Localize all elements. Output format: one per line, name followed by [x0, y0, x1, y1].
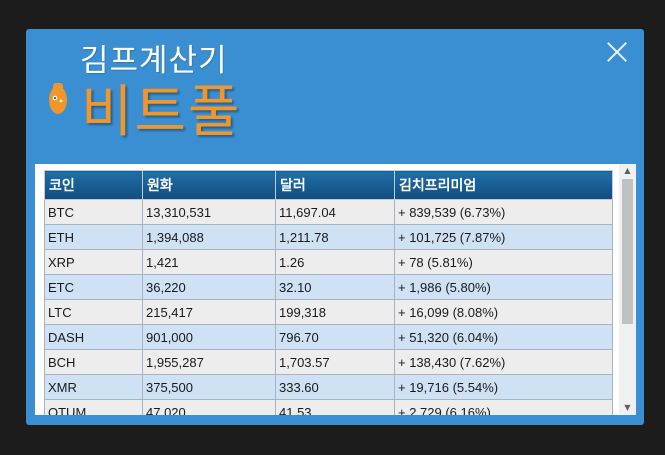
- table-row: LTC 215,417 199,318 + 16,099 (8.08%): [44, 299, 613, 325]
- table-row: BTC 13,310,531 11,697.04 + 839,539 (6.73…: [44, 199, 613, 225]
- cell-usd: 41.53: [275, 399, 395, 415]
- kimchi-premium-table: 코인 원화 달러 김치프리미엄 BTC 13,310,531 11,697.04…: [44, 170, 613, 415]
- cell-krw: 47,020: [142, 399, 276, 415]
- cell-premium: + 78 (5.81%): [394, 249, 613, 275]
- cell-premium: + 839,539 (6.73%): [394, 199, 613, 225]
- vertical-scrollbar[interactable]: ▲ ▼: [619, 164, 636, 415]
- column-header-premium[interactable]: 김치프리미엄: [394, 170, 613, 200]
- table-row: BCH 1,955,287 1,703.57 + 138,430 (7.62%): [44, 349, 613, 375]
- cell-coin: QTUM: [44, 399, 143, 415]
- cell-premium: + 101,725 (7.87%): [394, 224, 613, 250]
- cell-coin: ETC: [44, 274, 143, 300]
- cell-usd: 11,697.04: [275, 199, 395, 225]
- cell-premium: + 19,716 (5.54%): [394, 374, 613, 400]
- table-row: XMR 375,500 333.60 + 19,716 (5.54%): [44, 374, 613, 400]
- cell-coin: DASH: [44, 324, 143, 350]
- cell-krw: 1,394,088: [142, 224, 276, 250]
- table-row: DASH 901,000 796.70 + 51,320 (6.04%): [44, 324, 613, 350]
- table-row: QTUM 47,020 41.53 + 2,729 (6.16%): [44, 399, 613, 415]
- close-icon[interactable]: [606, 41, 628, 63]
- cell-usd: 1,703.57: [275, 349, 395, 375]
- cell-coin: ETH: [44, 224, 143, 250]
- table-container: 코인 원화 달러 김치프리미엄 BTC 13,310,531 11,697.04…: [35, 164, 636, 415]
- cell-coin: BTC: [44, 199, 143, 225]
- cell-usd: 199,318: [275, 299, 395, 325]
- column-header-coin[interactable]: 코인: [44, 170, 143, 200]
- cell-coin: LTC: [44, 299, 143, 325]
- scroll-up-arrow-icon[interactable]: ▲: [624, 166, 631, 175]
- table-header-row: 코인 원화 달러 김치프리미엄: [44, 170, 613, 200]
- cell-premium: + 2,729 (6.16%): [394, 399, 613, 415]
- table-row: ETC 36,220 32.10 + 1,986 (5.80%): [44, 274, 613, 300]
- table-row: XRP 1,421 1.26 + 78 (5.81%): [44, 249, 613, 275]
- cell-usd: 32.10: [275, 274, 395, 300]
- column-header-usd[interactable]: 달러: [275, 170, 395, 200]
- cell-premium: + 138,430 (7.62%): [394, 349, 613, 375]
- cell-usd: 1,211.78: [275, 224, 395, 250]
- logo-subtitle: 김프계산기: [80, 43, 228, 79]
- bitpool-mascot-icon: [49, 83, 67, 114]
- scrollbar-thumb[interactable]: [622, 179, 633, 324]
- scroll-down-arrow-icon[interactable]: ▼: [624, 403, 631, 412]
- cell-usd: 333.60: [275, 374, 395, 400]
- logo-title: 비트풀: [81, 80, 242, 145]
- cell-premium: + 16,099 (8.08%): [394, 299, 613, 325]
- cell-coin: XRP: [44, 249, 143, 275]
- cell-krw: 901,000: [142, 324, 276, 350]
- cell-coin: XMR: [44, 374, 143, 400]
- cell-usd: 796.70: [275, 324, 395, 350]
- popup-window: 김프계산기 비트풀 코인 원화 달러 김치프리미엄 BTC: [26, 29, 644, 425]
- cell-krw: 1,421: [142, 249, 276, 275]
- cell-premium: + 51,320 (6.04%): [394, 324, 613, 350]
- cell-usd: 1.26: [275, 249, 395, 275]
- cell-krw: 36,220: [142, 274, 276, 300]
- cell-premium: + 1,986 (5.80%): [394, 274, 613, 300]
- table-row: ETH 1,394,088 1,211.78 + 101,725 (7.87%): [44, 224, 613, 250]
- cell-coin: BCH: [44, 349, 143, 375]
- cell-krw: 375,500: [142, 374, 276, 400]
- cell-krw: 215,417: [142, 299, 276, 325]
- cell-krw: 1,955,287: [142, 349, 276, 375]
- cell-krw: 13,310,531: [142, 199, 276, 225]
- column-header-krw[interactable]: 원화: [142, 170, 276, 200]
